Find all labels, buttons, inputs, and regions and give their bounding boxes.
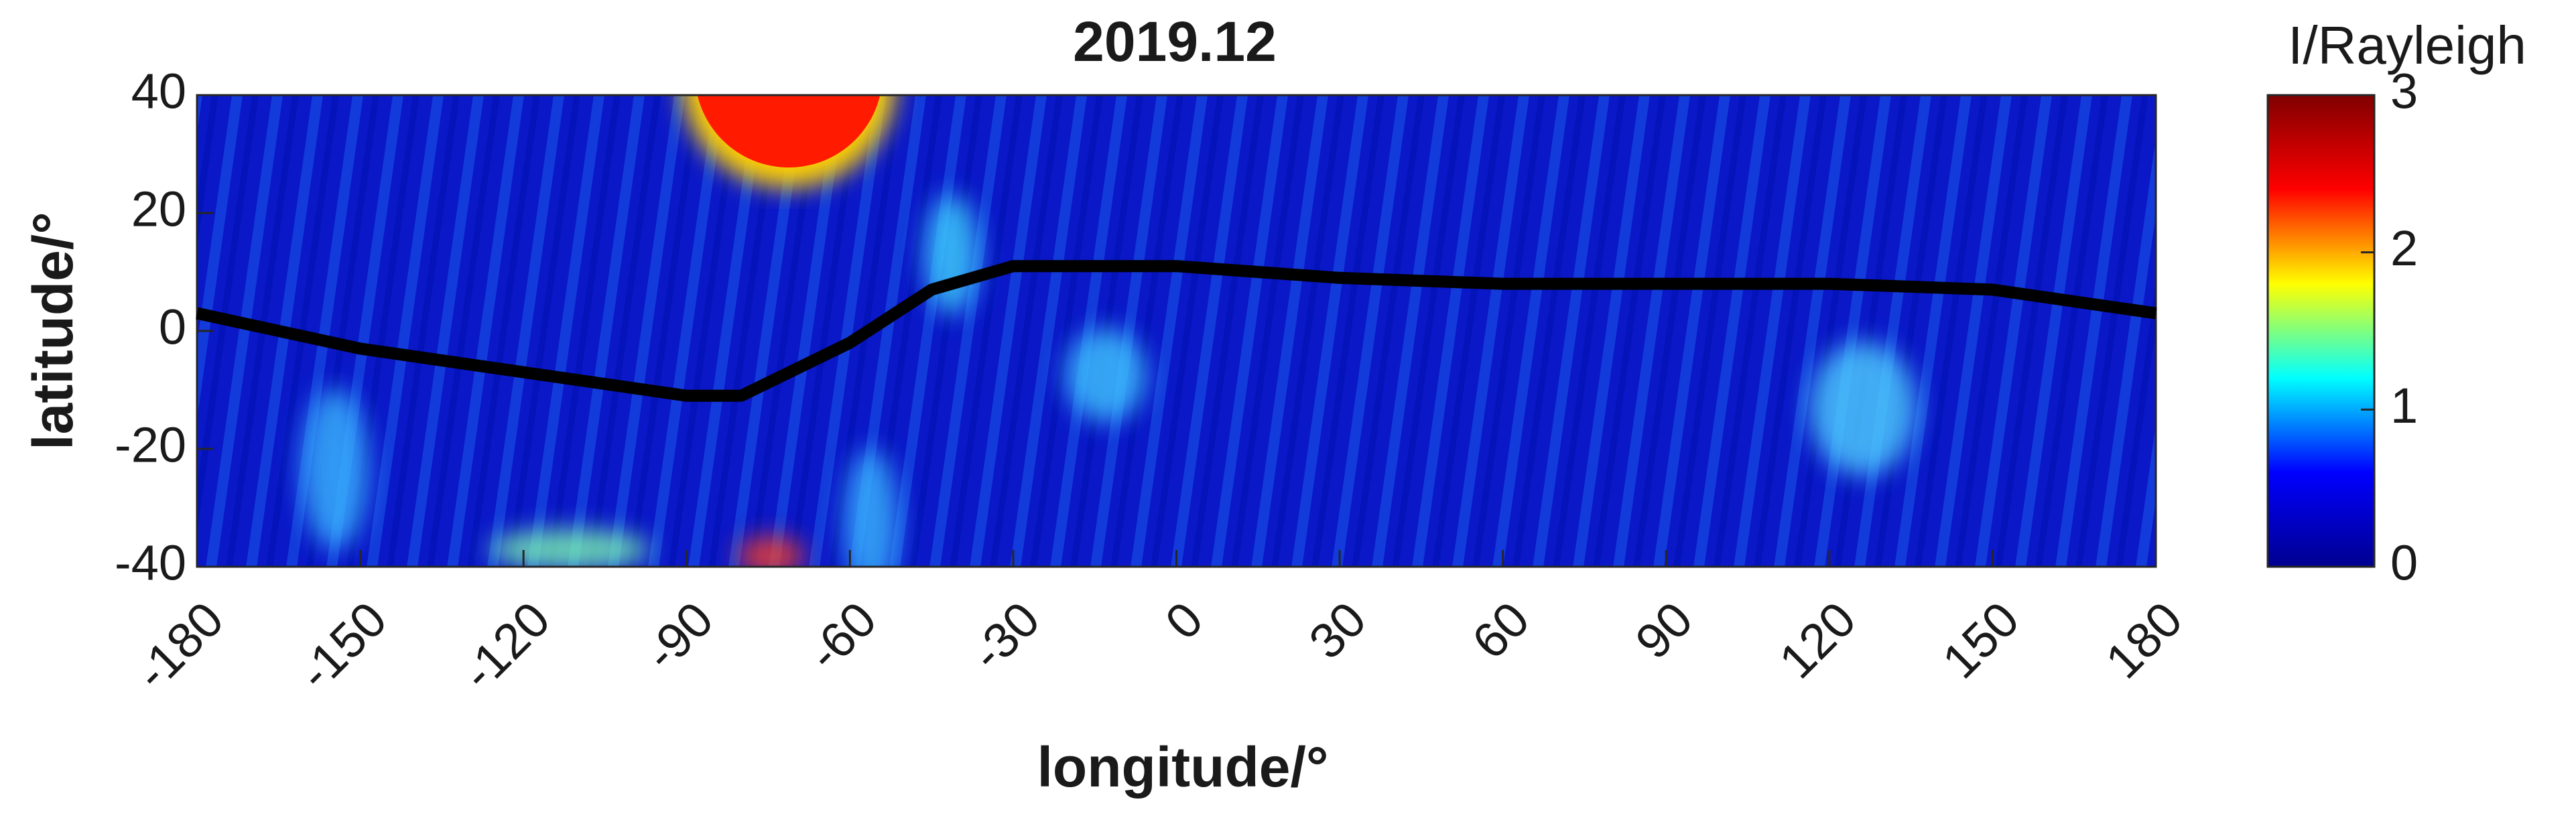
x-tick-label: -90 [634, 591, 724, 681]
x-tick-label: 120 [1768, 591, 1866, 689]
x-tick-label: 0 [1155, 591, 1214, 650]
x-tick-label: -60 [797, 591, 887, 681]
x-tick-label: -180 [125, 591, 234, 700]
dip-equator-line [196, 260, 2157, 402]
x-tick-label: -150 [287, 591, 397, 700]
y-tick-label: -40 [115, 535, 186, 591]
x-tick-label: 180 [2095, 591, 2193, 689]
y-tick-label: 0 [159, 299, 186, 355]
x-tick-label: 150 [1932, 591, 2030, 689]
x-tick-label: 90 [1624, 591, 1703, 669]
x-tick-label: 60 [1462, 591, 1540, 669]
x-tick-label: -120 [451, 591, 560, 700]
y-tick-label: -20 [115, 417, 186, 473]
y-tick-label: 40 [131, 64, 186, 119]
colorbar-tick-label: 2 [2390, 220, 2418, 276]
x-tick-label: 30 [1298, 591, 1376, 669]
intensity-map [197, 95, 2156, 567]
colorbar-tick-label: 3 [2390, 64, 2418, 119]
colorbar-tick-label: 1 [2390, 378, 2418, 433]
x-tick-label: -30 [960, 591, 1050, 681]
chart-title: 2019.12 [1073, 10, 1277, 73]
y-tick-label: 20 [131, 182, 186, 237]
x-axis-label: longitude/° [1037, 736, 1329, 799]
colorbar-label: I/Rayleigh [2288, 15, 2526, 75]
y-axis-label: latitude/° [21, 212, 84, 450]
colorbar-tick-label: 0 [2390, 535, 2418, 591]
colorbar [2266, 94, 2376, 568]
